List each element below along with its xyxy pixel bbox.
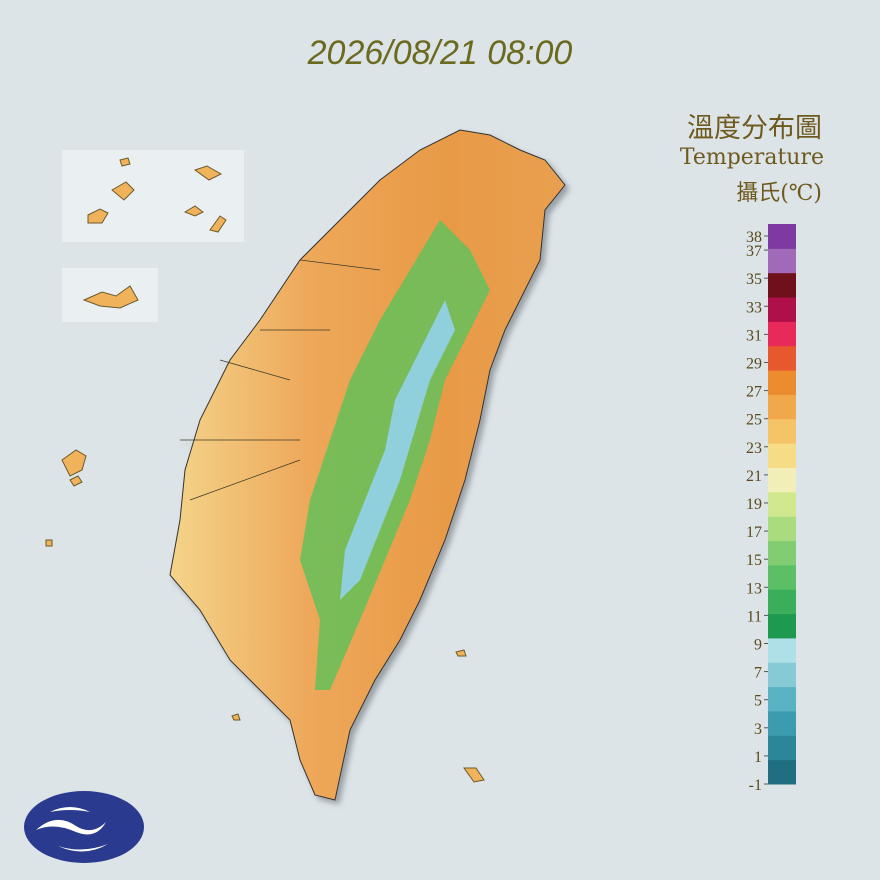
- legend-band: [768, 443, 796, 468]
- legend-tick-label: 31: [746, 327, 762, 344]
- legend-band: [768, 613, 796, 639]
- legend-band: [768, 370, 796, 395]
- legend-tick-label: 37: [746, 243, 762, 260]
- legend-band: [768, 248, 796, 274]
- legend-band: [768, 491, 796, 517]
- legend-band: [768, 686, 796, 712]
- legend-tick-label: 23: [746, 440, 762, 457]
- legend-tick-label: 5: [754, 693, 762, 710]
- legend-tick-label: 15: [746, 552, 762, 569]
- legend-band: [768, 345, 796, 371]
- legend-tick-label: 21: [746, 468, 762, 485]
- legend-subtitle: Temperature: [680, 145, 824, 170]
- legend-tick-label: 1: [754, 749, 762, 766]
- legend-band: [768, 759, 796, 785]
- legend-band: [768, 540, 796, 566]
- legend-tick-label: 19: [746, 496, 762, 513]
- legend-tick-label: 25: [746, 412, 762, 429]
- legend-band: [768, 637, 796, 663]
- legend-tick-label: 29: [746, 355, 762, 372]
- legend-band: [768, 662, 796, 688]
- legend-unit: 攝氏(℃): [736, 181, 822, 206]
- legend-band: [768, 272, 796, 298]
- legend-tick-label: -1: [749, 777, 762, 794]
- legend-tick-label: 35: [746, 271, 762, 288]
- legend-band: [768, 710, 796, 736]
- taiwan-island: [169, 129, 566, 801]
- legend-tick-label: 27: [746, 384, 762, 401]
- legend-band: [768, 321, 796, 347]
- logo: [24, 791, 144, 863]
- legend-band: [768, 564, 796, 590]
- legend-tick-label: 9: [754, 636, 762, 653]
- legend-band: [768, 735, 796, 761]
- legend-band: [768, 418, 796, 444]
- insets: [45, 150, 485, 783]
- legend-band: [768, 297, 796, 322]
- legend-band: [768, 516, 796, 542]
- legend-band: [768, 394, 796, 420]
- legend-tick-label: 3: [754, 721, 762, 738]
- legend-title: 溫度分布圖: [687, 113, 822, 144]
- legend-tick-label: 38: [746, 229, 762, 246]
- legend-tick-label: 33: [746, 299, 762, 316]
- legend-tick-label: 11: [747, 608, 762, 625]
- legend-tick-label: 17: [746, 524, 762, 541]
- legend-tick-label: 7: [754, 665, 762, 682]
- legend-band: [768, 467, 796, 493]
- legend-band: [768, 589, 796, 615]
- timestamp: 2026/08/21 08:00: [307, 34, 573, 72]
- legend-band: [768, 224, 796, 249]
- legend-tick-label: 13: [746, 580, 762, 597]
